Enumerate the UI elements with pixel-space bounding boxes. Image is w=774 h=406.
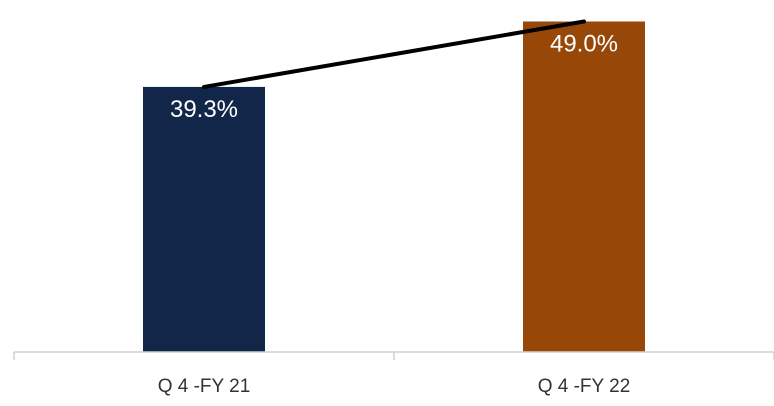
x-tick-label: Q 4 -FY 22 <box>538 376 631 397</box>
data-label: 49.0% <box>550 30 618 57</box>
trend-line <box>202 19 586 89</box>
x-axis-labels: Q 4 -FY 21 Q 4 -FY 22 <box>158 376 631 397</box>
data-label: 39.3% <box>170 96 238 123</box>
bars-group <box>143 21 645 352</box>
x-axis-ticks <box>13 352 774 360</box>
bar <box>523 21 645 352</box>
x-tick-label: Q 4 -FY 21 <box>158 376 251 397</box>
bar <box>143 86 265 352</box>
data-labels-group: 39.3% 49.0% <box>170 30 618 122</box>
